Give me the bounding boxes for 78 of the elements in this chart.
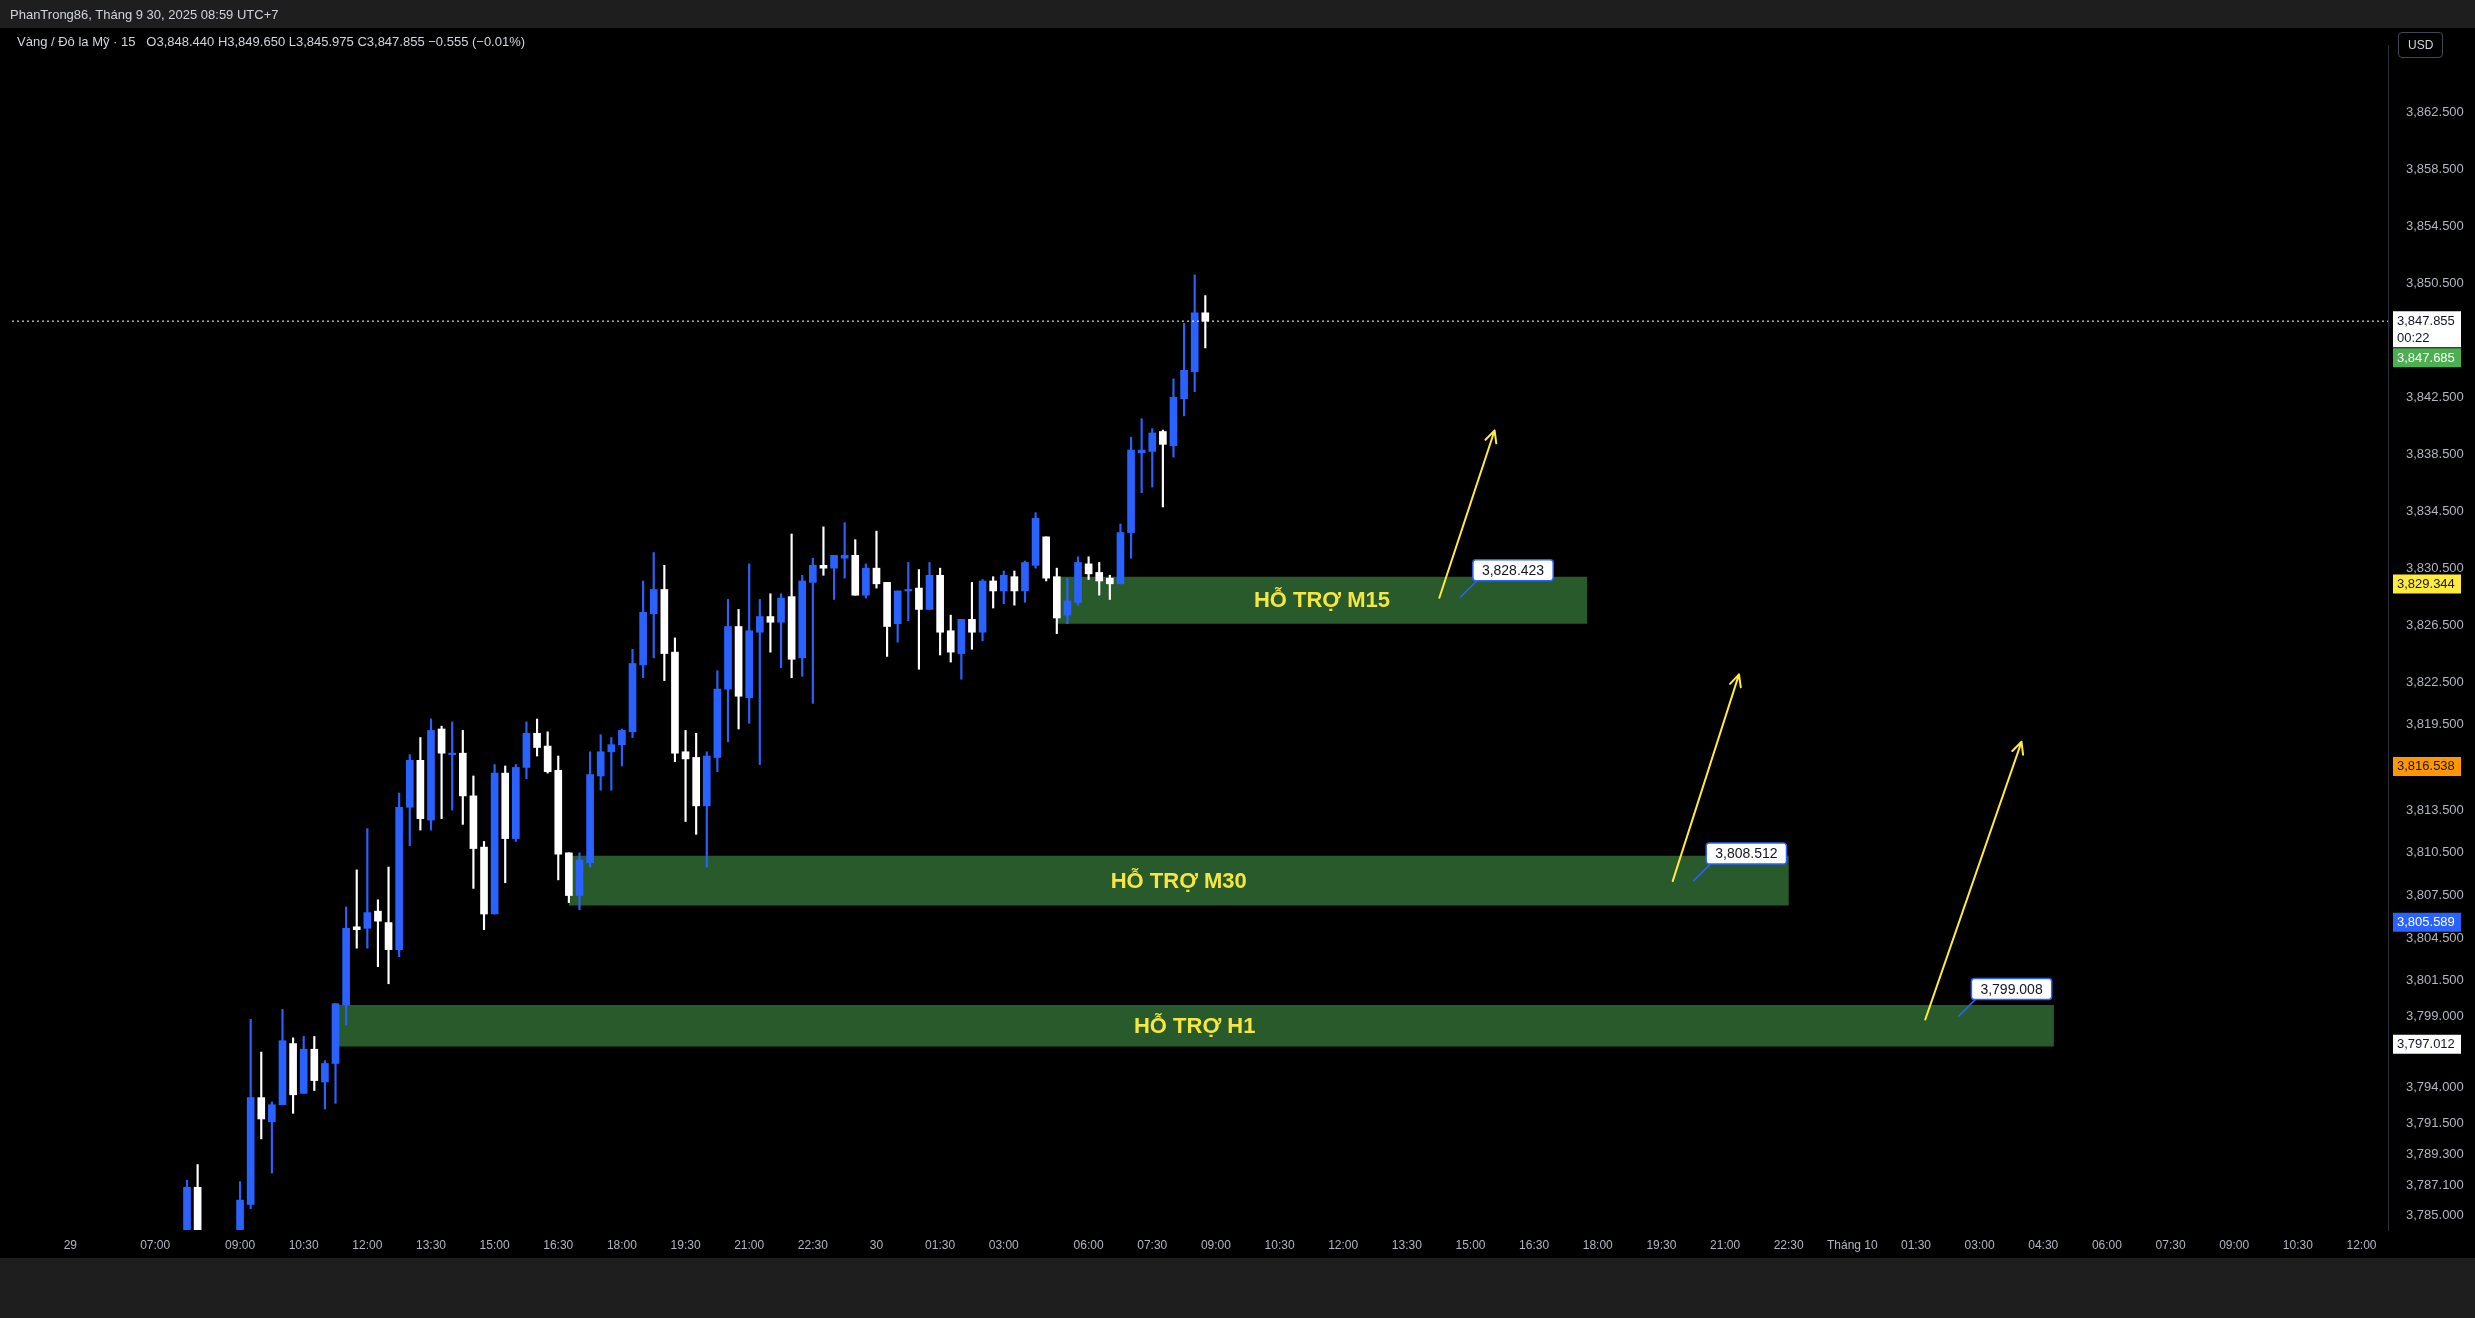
x-tick-label: 15:00 [479, 1237, 510, 1252]
y-tick-label: 3,799.000 [2406, 1008, 2464, 1024]
y-tick-label: 3,842.500 [2406, 388, 2464, 404]
band-label: HỖ TRỢ M15 [1253, 586, 1391, 613]
x-tick-label: 12:00 [1328, 1237, 1359, 1252]
x-tick-label: 16:30 [543, 1237, 574, 1252]
x-tick-label: 12:00 [352, 1237, 383, 1252]
text: 3,847.685 [2397, 349, 2455, 365]
y-tick-label: 3,785.000 [2406, 1207, 2464, 1223]
y-tick-label: 3,791.500 [2406, 1114, 2464, 1130]
y-axis-title: USD [2398, 32, 2444, 58]
y-tick-label: 3,794.000 [2406, 1079, 2464, 1095]
band-label: HỖ TRỢ M30 [1110, 866, 1247, 893]
x-tick-label: 13:30 [1391, 1237, 1423, 1252]
y-tick-label: 3,834.500 [2406, 502, 2464, 518]
x-tick-label: 19:30 [1646, 1237, 1677, 1252]
y-tick-label: 3,813.500 [2406, 801, 2464, 817]
text: 3,816.538 [2397, 758, 2455, 774]
x-tick-label: 30 [869, 1237, 884, 1252]
y-tick-label: 3,822.500 [2406, 673, 2464, 689]
candlestick [384, 866, 393, 985]
x-tick-label: 04:30 [2028, 1237, 2059, 1252]
chart-title: PhanTrong86, Tháng 9 30, 2025 08:59 UTC+7 [10, 7, 279, 22]
annotation: 3,799.008 [1980, 980, 2043, 997]
y-tick-label: 3,804.500 [2406, 929, 2464, 945]
x-tick-label: 09:00 [225, 1237, 256, 1252]
y-tick-label: 3,787.100 [2406, 1177, 2464, 1193]
y-tick-label: 3,801.500 [2406, 972, 2464, 988]
x-tick-label: 09:00 [2219, 1237, 2250, 1252]
x-tick-label: 01:30 [1900, 1237, 1932, 1252]
candlestick [448, 721, 457, 811]
annotation: 3,808.512 [1715, 845, 1778, 862]
x-tick-label: 22:30 [1773, 1237, 1805, 1252]
ref-line-label: 3,847.855 00:22 [2397, 312, 2455, 345]
y-tick-label: 3,789.300 [2406, 1146, 2464, 1162]
text: 3,797.012 [2397, 1036, 2455, 1052]
y-tick-label: 3,819.500 [2406, 716, 2464, 732]
x-tick-label: 07:30 [2155, 1237, 2186, 1252]
x-tick-label: 13:30 [415, 1237, 447, 1252]
candlestick [904, 562, 913, 622]
x-tick-label: 29 [63, 1237, 78, 1252]
x-tick-label: 10:30 [1264, 1237, 1295, 1252]
y-tick-label: 3,830.500 [2406, 559, 2464, 575]
x-tick-label: 18:00 [606, 1237, 638, 1252]
band-label: HỖ TRỢ H1 [1133, 1011, 1256, 1038]
y-tick-label: 3,807.500 [2406, 887, 2464, 903]
y-tick-label: 3,854.500 [2406, 218, 2464, 234]
x-tick-label: 10:30 [288, 1237, 320, 1252]
x-tick-label: 18:00 [1582, 1237, 1614, 1252]
candlestick [872, 530, 881, 589]
x-tick-label: 22:30 [797, 1237, 829, 1252]
x-tick-label: 12:00 [2346, 1237, 2377, 1252]
y-tick-label: 3,810.500 [2406, 844, 2464, 860]
x-tick-label: 06:00 [1073, 1237, 1104, 1252]
x-tick-label: 09:00 [1200, 1237, 1232, 1252]
x-tick-label: 03:00 [988, 1237, 1020, 1252]
y-tick-label: 3,862.500 [2406, 104, 2464, 120]
y-tick-label: 3,826.500 [2406, 616, 2464, 632]
annotation: 3,828.423 [1481, 562, 1545, 579]
x-tick-label: 16:30 [1519, 1237, 1550, 1252]
y-tick-label: 3,858.500 [2406, 161, 2464, 177]
x-tick-label: 06:00 [2091, 1237, 2123, 1252]
x-tick-label: 07:00 [140, 1237, 171, 1252]
text: 3,829.344 [2397, 576, 2455, 592]
x-tick-label: 01:30 [925, 1237, 956, 1252]
chart-subtitle: Vàng / Đô la Mỹ · 15 O3,848.440 H3,849.650 L3,845.975 C3,847.855 −0.555 (−0.01%) [17, 34, 526, 49]
y-tick-label: 3,850.500 [2406, 275, 2464, 291]
x-tick-label: 15:00 [1455, 1237, 1486, 1252]
text: 3,805.589 [2397, 914, 2455, 930]
y-tick-label: 3,838.500 [2406, 445, 2464, 461]
candlestick [681, 730, 690, 822]
x-tick-label: 03:00 [1964, 1237, 1995, 1252]
x-tick-label: 21:00 [734, 1237, 765, 1252]
x-tick-label: 19:30 [670, 1237, 701, 1252]
x-tick-label: Tháng 10 [1826, 1237, 1879, 1252]
x-tick-label: 07:30 [1137, 1237, 1168, 1252]
x-tick-label: 21:00 [1710, 1237, 1741, 1252]
x-tick-label: 10:30 [2282, 1237, 2314, 1252]
